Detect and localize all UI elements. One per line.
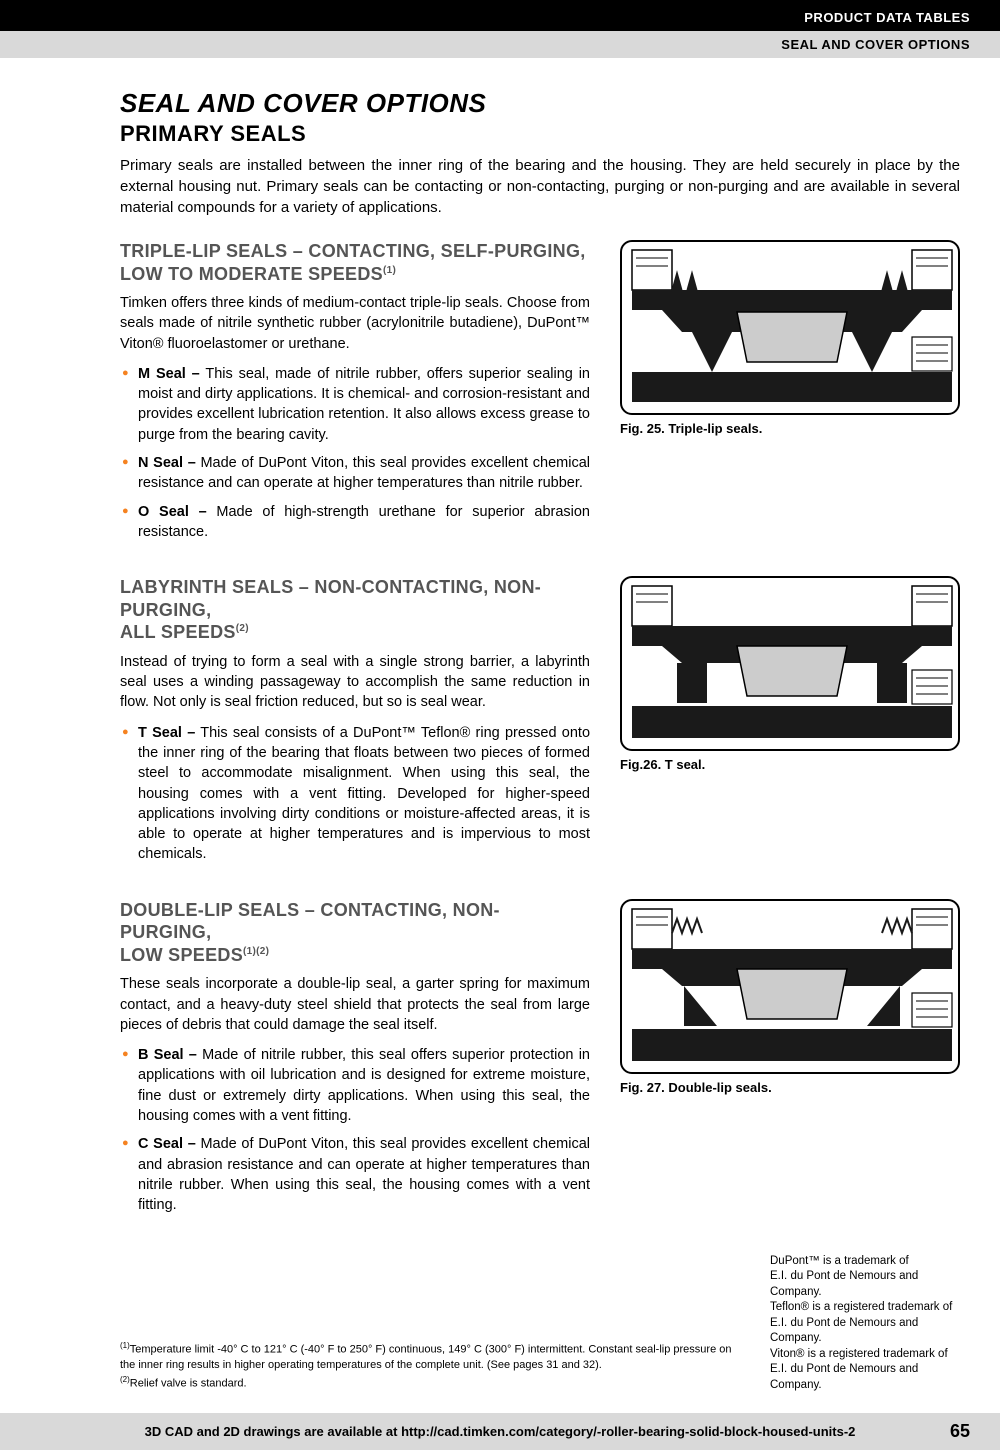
figure-27: Fig. 27. Double-lip seals.	[620, 899, 960, 1095]
triple-heading-l2: LOW TO MODERATE SPEEDS	[120, 264, 383, 284]
header-grey-text: SEAL AND COVER OPTIONS	[781, 37, 970, 52]
labyrinth-body: Instead of trying to form a seal with a …	[120, 652, 590, 713]
page-number: 65	[920, 1421, 970, 1442]
seal-text: Made of DuPont Viton, this seal provides…	[138, 455, 590, 491]
double-heading: DOUBLE-LIP SEALS – CONTACTING, NON-PURGI…	[120, 899, 590, 967]
seal-text: This seal, made of nitrile rubber, offer…	[138, 366, 590, 443]
figure-26: Fig.26. T seal.	[620, 576, 960, 772]
triple-lip-diagram	[620, 240, 960, 415]
seal-text: This seal consists of a DuPont™ Teflon® …	[138, 725, 590, 863]
seal-name: M Seal –	[138, 366, 200, 382]
labyrinth-bullets: T Seal – This seal consists of a DuPont™…	[120, 723, 590, 865]
fig26-caption: Fig.26. T seal.	[620, 757, 960, 772]
footnotes: (1)Temperature limit -40° C to 121° C (-…	[120, 1341, 740, 1393]
double-bullets: B Seal – Made of nitrile rubber, this se…	[120, 1045, 590, 1215]
labyrinth-heading: LABYRINTH SEALS – NON-CONTACTING, NON-PU…	[120, 576, 590, 644]
seal-text: Made of nitrile rubber, this seal offers…	[138, 1047, 590, 1124]
trademark-block: DuPont™ is a trademark of E.I. du Pont d…	[770, 1254, 960, 1394]
seal-name: O Seal –	[138, 504, 207, 520]
footer-row: (1)Temperature limit -40° C to 121° C (-…	[120, 1250, 960, 1394]
header-grey-bar: SEAL AND COVER OPTIONS	[0, 31, 1000, 58]
triple-heading: TRIPLE-LIP SEALS – CONTACTING, SELF-PURG…	[120, 240, 590, 285]
double-heading-l2: LOW SPEEDS	[120, 945, 243, 965]
intro-paragraph: Primary seals are installed between the …	[120, 155, 960, 218]
list-item: T Seal – This seal consists of a DuPont™…	[120, 723, 590, 865]
figure-25: Fig. 25. Triple-lip seals.	[620, 240, 960, 436]
footnote-2-text: Relief valve is standard.	[130, 1377, 247, 1389]
t-seal-diagram	[620, 576, 960, 751]
labyrinth-heading-l2: ALL SPEEDS	[120, 622, 236, 642]
labyrinth-heading-l1: LABYRINTH SEALS – NON-CONTACTING, NON-PU…	[120, 577, 541, 620]
double-sup: (1)(2)	[243, 946, 269, 957]
seal-name: B Seal –	[138, 1047, 197, 1063]
seal-text: Made of high-strength urethane for super…	[138, 504, 590, 540]
double-lip-diagram	[620, 899, 960, 1074]
seal-name: N Seal –	[138, 455, 196, 471]
fig25-caption: Fig. 25. Triple-lip seals.	[620, 421, 960, 436]
page-title: SEAL AND COVER OPTIONS	[120, 88, 960, 119]
list-item: O Seal – Made of high-strength urethane …	[120, 502, 590, 543]
header-black-text: PRODUCT DATA TABLES	[804, 10, 970, 25]
labyrinth-sup: (2)	[236, 623, 249, 634]
triple-bullets: M Seal – This seal, made of nitrile rubb…	[120, 364, 590, 542]
seal-name: T Seal –	[138, 725, 195, 741]
list-item: B Seal – Made of nitrile rubber, this se…	[120, 1045, 590, 1126]
bottom-bar: 3D CAD and 2D drawings are available at …	[0, 1413, 1000, 1450]
fig27-caption: Fig. 27. Double-lip seals.	[620, 1080, 960, 1095]
triple-sup: (1)	[383, 265, 396, 276]
section-triple-lip: TRIPLE-LIP SEALS – CONTACTING, SELF-PURG…	[120, 240, 960, 550]
seal-text: Made of DuPont Viton, this seal provides…	[138, 1136, 590, 1213]
footnote-2: (2)Relief valve is standard.	[120, 1375, 740, 1392]
double-body: These seals incorporate a double-lip sea…	[120, 974, 590, 1035]
header-black-bar: PRODUCT DATA TABLES	[0, 0, 1000, 31]
page-subtitle: PRIMARY SEALS	[120, 121, 960, 147]
triple-body: Timken offers three kinds of medium-cont…	[120, 293, 590, 354]
list-item: N Seal – Made of DuPont Viton, this seal…	[120, 453, 590, 494]
section-double-lip: DOUBLE-LIP SEALS – CONTACTING, NON-PURGI…	[120, 899, 960, 1224]
list-item: C Seal – Made of DuPont Viton, this seal…	[120, 1134, 590, 1215]
page-body: SEAL AND COVER OPTIONS PRIMARY SEALS Pri…	[0, 58, 1000, 1413]
footer-text: 3D CAD and 2D drawings are available at …	[80, 1424, 920, 1439]
list-item: M Seal – This seal, made of nitrile rubb…	[120, 364, 590, 445]
triple-heading-l1: TRIPLE-LIP SEALS – CONTACTING, SELF-PURG…	[120, 241, 586, 261]
footnote-1-text: Temperature limit -40° C to 121° C (-40°…	[120, 1344, 732, 1371]
footnote-1: (1)Temperature limit -40° C to 121° C (-…	[120, 1341, 740, 1372]
double-heading-l1: DOUBLE-LIP SEALS – CONTACTING, NON-PURGI…	[120, 900, 500, 943]
seal-name: C Seal –	[138, 1136, 196, 1152]
section-labyrinth: LABYRINTH SEALS – NON-CONTACTING, NON-PU…	[120, 576, 960, 872]
